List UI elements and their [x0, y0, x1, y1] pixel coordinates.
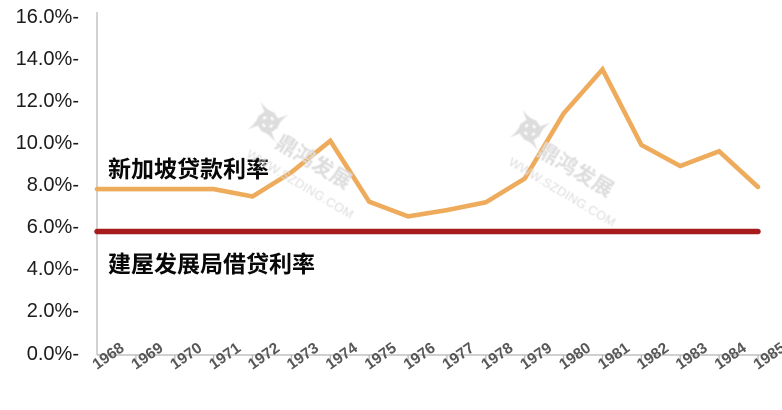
svg-text:新加坡贷款利率: 新加坡贷款利率: [108, 150, 269, 184]
svg-text:1972: 1972: [245, 340, 283, 374]
svg-text:1977: 1977: [439, 340, 477, 374]
svg-text:1969: 1969: [128, 339, 166, 373]
svg-text:4.0%-: 4.0%-: [27, 258, 79, 280]
svg-text:1982: 1982: [634, 340, 672, 374]
svg-text:1975: 1975: [362, 339, 400, 373]
svg-text:1968: 1968: [90, 339, 128, 373]
svg-text:8.0%-: 8.0%-: [27, 174, 79, 196]
svg-text:1984: 1984: [712, 339, 750, 373]
svg-text:1983: 1983: [673, 339, 711, 373]
svg-text:1981: 1981: [595, 339, 633, 373]
svg-text:1970: 1970: [167, 340, 205, 374]
svg-text:1974: 1974: [323, 339, 361, 373]
svg-text:12.0%-: 12.0%-: [16, 90, 79, 112]
svg-text:1985: 1985: [751, 339, 782, 373]
svg-text:1976: 1976: [401, 339, 439, 373]
svg-text:16.0%-: 16.0%-: [16, 6, 79, 28]
svg-text:建屋发展局借贷利率: 建屋发展局借贷利率: [108, 245, 315, 279]
svg-text:14.0%-: 14.0%-: [16, 48, 79, 70]
svg-text:10.0%-: 10.0%-: [16, 132, 79, 154]
svg-text:2.0%-: 2.0%-: [27, 300, 79, 322]
svg-text:1979: 1979: [517, 339, 555, 373]
svg-text:1980: 1980: [556, 340, 594, 374]
svg-text:0.0%-: 0.0%-: [27, 343, 79, 365]
svg-text:1971: 1971: [206, 339, 244, 373]
svg-text:1978: 1978: [478, 339, 516, 373]
svg-text:6.0%-: 6.0%-: [27, 216, 79, 238]
svg-text:1973: 1973: [284, 339, 322, 373]
